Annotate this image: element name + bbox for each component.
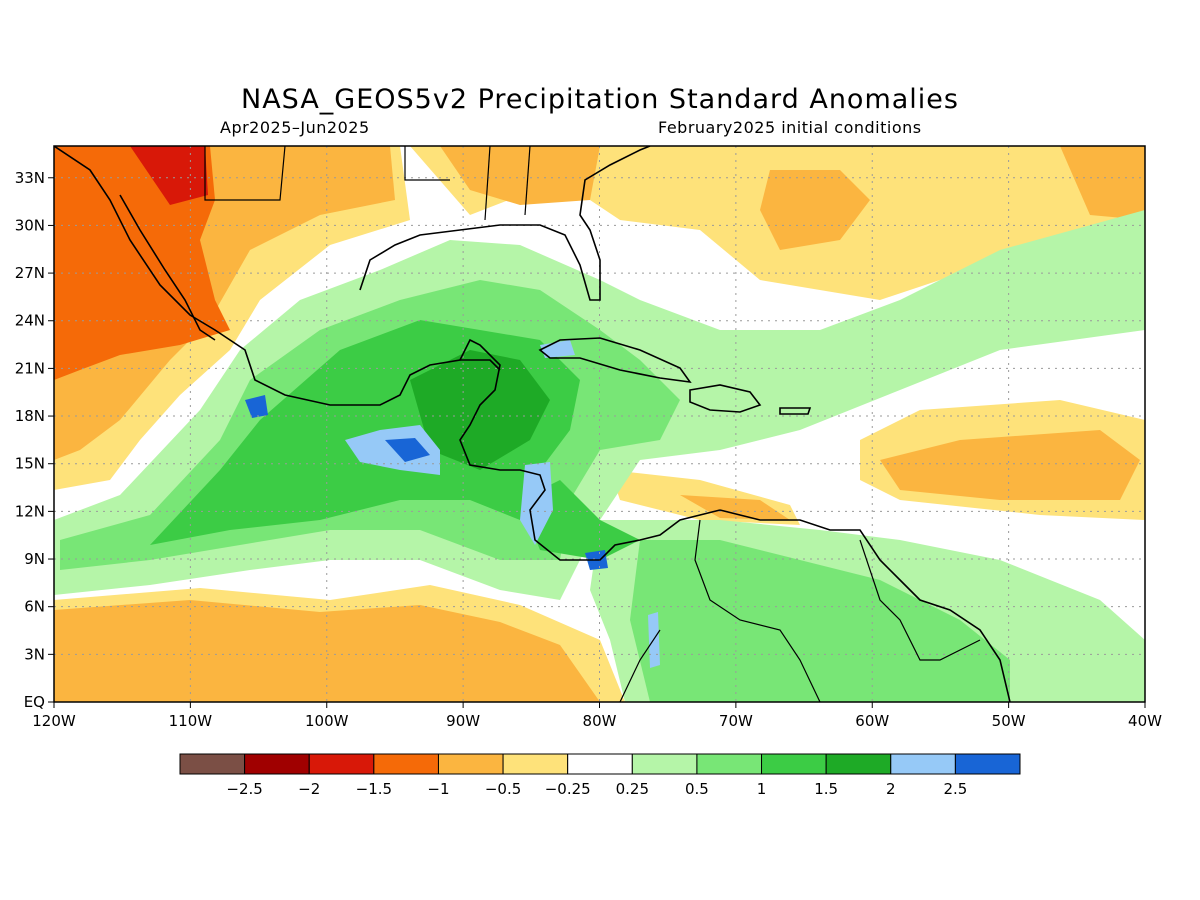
lon-tick-label: 60W [855,712,889,730]
lat-tick-label: 3N [24,645,45,663]
legend-swatch [825,753,892,775]
lon-tick-label: 80W [583,712,617,730]
legend-swatch [244,753,310,775]
legend-swatch [179,753,246,775]
lon-tick-label: 50W [992,712,1026,730]
lat-tick-label: 21N [15,359,45,377]
lat-lon-grid [54,146,1145,702]
lon-tick-label: 110W [169,712,213,730]
legend-swatch [954,753,1021,775]
legend-swatch [373,753,439,775]
color-legend: −2.5 −2 −1.5 −1 −0.5 −0.25 0.25 0.5 1 1.5 2 2.5 [179,753,1021,798]
lat-tick-label: 27N [15,264,45,282]
legend-swatch [696,753,763,775]
lat-tick-label: 33N [15,169,45,187]
anomaly-field [54,146,1145,702]
lon-tick-label: 90W [446,712,480,730]
lat-tick-label: EQ [24,693,45,711]
legend-label: −0.5 [485,780,521,798]
lat-tick-label: 15N [15,455,45,473]
legend-swatch [502,753,569,775]
legend-label: −2.5 [226,780,262,798]
legend-label: 1.5 [814,780,838,798]
latitude-axis: 33N 30N 27N 24N 21N 18N 15N 12N 9N 6N 3N EQ [15,169,54,711]
legend-label: 0.5 [685,780,709,798]
initial-conditions: February2025 initial conditions [658,118,922,137]
map-title: NASA_GEOS5v2 Precipitation Standard Anom… [241,84,959,115]
lon-tick-label: 100W [305,712,349,730]
lon-tick-label: 120W [32,712,76,730]
lat-tick-label: 24N [15,312,45,330]
legend-label: −2 [298,780,320,798]
legend-swatch [890,753,956,775]
legend-label: 2 [886,780,896,798]
legend-label: 1 [757,780,767,798]
lon-tick-label: 70W [719,712,753,730]
lat-tick-label: 30N [15,216,45,234]
legend-label: −0.25 [545,780,591,798]
legend-swatch [761,753,827,775]
legend-label: −1 [427,780,449,798]
legend-swatch [437,753,504,775]
legend-label: 2.5 [943,780,967,798]
lat-tick-label: 9N [24,550,45,568]
legend-swatch [308,753,375,775]
lat-tick-label: 6N [24,598,45,616]
legend-label: 0.25 [616,780,649,798]
legend-swatch [631,753,698,775]
lat-tick-label: 12N [15,502,45,520]
legend-label: −1.5 [356,780,392,798]
longitude-axis: 120W 110W 100W 90W 80W 70W 60W 50W 40W [32,702,1162,730]
lon-tick-label: 40W [1128,712,1162,730]
coastlines [54,146,1011,702]
lat-tick-label: 18N [15,407,45,425]
legend-swatch [567,753,633,775]
forecast-period: Apr2025–Jun2025 [220,118,370,137]
